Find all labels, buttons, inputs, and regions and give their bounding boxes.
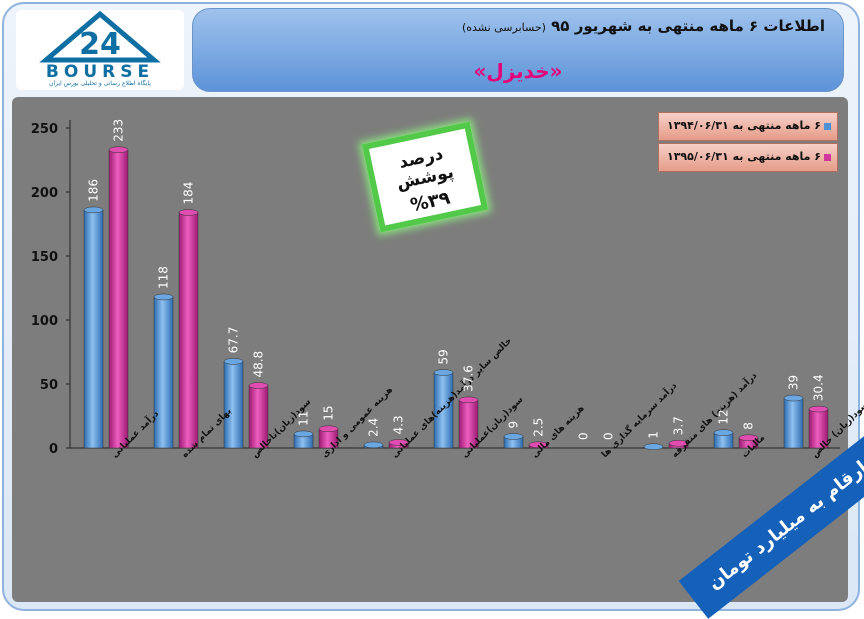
y-tick-label: 200 <box>31 186 58 201</box>
logo-mark-icon: 24 <box>39 10 161 63</box>
data-label-series-1: 67.7 <box>227 327 241 354</box>
data-label-series-1: 11 <box>297 411 311 426</box>
bar-cap-series-2 <box>108 146 129 154</box>
chart-legend: ۶ ماهه منتهی به ۱۳۹۴/۰۶/۳۱ ۶ ماهه منتهی … <box>658 112 838 172</box>
data-label-series-1: 1 <box>647 431 661 439</box>
data-label-series-1: 118 <box>157 266 171 289</box>
title-text: اطلاعات ۶ ماهه منتهی به شهریور ۹۵ <box>551 17 825 35</box>
bar-cap-series-2 <box>178 209 199 216</box>
data-label-series-2: 0 <box>602 432 616 440</box>
bar-cap-series-2 <box>808 405 829 413</box>
y-tick-label: 0 <box>49 442 58 457</box>
data-label-series-2: 48.8 <box>252 351 266 378</box>
legend-item-series-1: ۶ ماهه منتهی به ۱۳۹۴/۰۶/۳۱ <box>658 112 838 141</box>
bar-cap-series-1 <box>503 433 524 440</box>
x-tick-label: هزینه عمومی و اداری <box>320 385 395 460</box>
bar-cap-series-1 <box>643 443 664 450</box>
data-label-series-2: 37.6 <box>462 365 476 392</box>
bar-cap-series-1 <box>293 430 314 438</box>
data-label-series-2: 8 <box>742 422 756 430</box>
data-label-series-2: 15 <box>322 406 336 421</box>
bar-cap-series-1 <box>713 429 734 436</box>
data-label-series-1: 39 <box>787 375 801 390</box>
data-label-series-2: 4.3 <box>392 415 406 434</box>
bar-cap-series-2 <box>738 434 759 442</box>
data-label-series-1: 2.4 <box>367 418 381 437</box>
legend-label-1: ۶ ماهه منتهی به ۱۳۹۴/۰۶/۳۱ <box>666 119 821 132</box>
bar-cap-series-1 <box>433 369 454 376</box>
data-label-series-2: 30.4 <box>812 374 826 401</box>
data-label-series-1: 12 <box>717 409 731 424</box>
logo: 24 BOURSE پایگاه اطلاع رسانی و تحلیلی بو… <box>16 10 184 90</box>
bar-cap-series-2 <box>668 440 689 447</box>
data-label-series-1: 186 <box>87 179 101 202</box>
bar-cap-series-1 <box>223 358 244 365</box>
bar-cap-series-1 <box>153 293 174 301</box>
data-label-series-1: 9 <box>507 421 521 429</box>
y-tick-label: 50 <box>40 378 58 393</box>
bar-series-2 <box>178 212 199 449</box>
bar-series-2 <box>108 149 129 449</box>
bar-cap-series-2 <box>248 382 269 389</box>
company-name: «خدیزل» <box>473 59 563 83</box>
bar-series-1 <box>153 296 174 449</box>
bar-cap-series-1 <box>83 206 104 214</box>
legend-item-series-2: ۶ ماهه منتهی به ۱۳۹۵/۰۶/۳۱ <box>658 143 838 172</box>
data-label-series-2: 233 <box>112 119 126 142</box>
bar-cap-series-1 <box>363 441 384 449</box>
data-label-series-1: 59 <box>437 349 451 364</box>
bar-series-1 <box>223 361 244 449</box>
logo-tagline: پایگاه اطلاع رسانی و تحلیلی بورس ایران <box>49 80 151 87</box>
bar-cap-series-2 <box>318 425 339 433</box>
legend-swatch-1 <box>824 122 831 130</box>
bar-cap-series-2 <box>528 441 549 449</box>
data-label-series-1: 0 <box>577 432 591 440</box>
bar-cap-series-2 <box>388 439 409 446</box>
title-subtitle: (حسابرسی نشده) <box>461 21 546 34</box>
y-tick-label: 150 <box>31 250 58 265</box>
data-label-series-2: 3.7 <box>672 416 686 435</box>
legend-label-2: ۶ ماهه منتهی به ۱۳۹۵/۰۶/۳۱ <box>666 150 821 163</box>
bar-cap-series-1 <box>783 394 804 402</box>
logo-text: BOURSE <box>45 62 155 82</box>
bar-cap-series-2 <box>458 396 479 404</box>
data-label-series-2: 184 <box>182 182 196 205</box>
logo-mark: 24 <box>79 27 121 62</box>
y-tick-label: 100 <box>31 314 58 329</box>
legend-swatch-2 <box>824 153 831 161</box>
y-tick-label: 250 <box>31 122 58 137</box>
bar-series-1 <box>783 397 804 449</box>
data-label-series-2: 2.5 <box>532 418 546 437</box>
header-banner: اطلاعات ۶ ماهه منتهی به شهریور ۹۵ (حسابر… <box>192 8 844 92</box>
page-title: اطلاعات ۶ ماهه منتهی به شهریور ۹۵ (حسابر… <box>462 17 825 35</box>
bar-series-1 <box>83 209 104 449</box>
